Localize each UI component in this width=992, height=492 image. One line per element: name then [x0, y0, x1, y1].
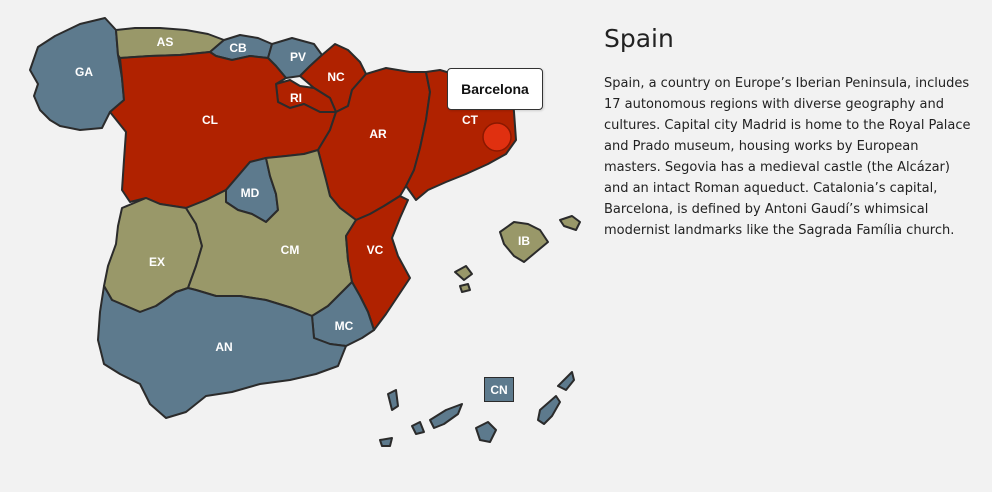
region-vc[interactable]: [345, 195, 411, 331]
info-description: Spain, a country on Europe’s Iberian Pen…: [604, 76, 971, 238]
barcelona-marker[interactable]: [482, 122, 512, 152]
region-ib-mallorca[interactable]: [499, 221, 549, 263]
region-an[interactable]: [97, 285, 347, 419]
region-cn-hierro[interactable]: [379, 437, 393, 447]
region-cn-fuerteventura[interactable]: [537, 395, 561, 425]
region-ga[interactable]: [29, 17, 125, 131]
info-panel: Spain Spain, a country on Europe’s Iberi…: [604, 24, 976, 241]
region-cn-lapalma[interactable]: [387, 389, 399, 411]
region-ib-menorca[interactable]: [559, 215, 581, 231]
region-cn-lanzarote[interactable]: [557, 371, 575, 391]
barcelona-tooltip: Barcelona: [447, 68, 543, 110]
label-cn[interactable]: CN: [484, 377, 514, 402]
region-cn-tenerife[interactable]: [429, 403, 463, 429]
info-title: Spain: [604, 24, 674, 53]
spain-map: GA AS CB PV NC RI CL AR CT MD EX CM VC M…: [29, 17, 581, 447]
region-cn-grancanaria[interactable]: [475, 421, 497, 443]
region-ib-formentera[interactable]: [459, 283, 471, 293]
region-ib-ibiza[interactable]: [454, 265, 473, 281]
region-cn-gomera[interactable]: [411, 421, 425, 435]
